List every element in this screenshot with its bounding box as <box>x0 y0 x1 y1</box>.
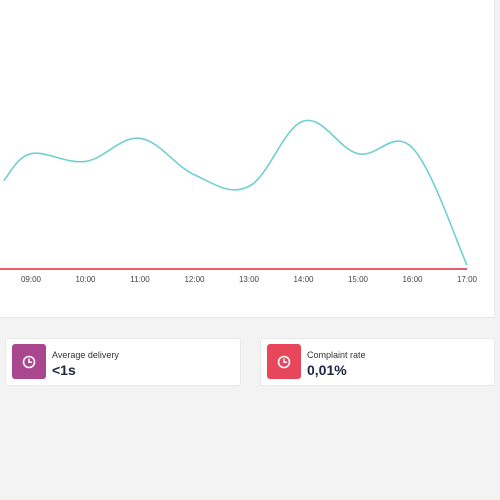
x-tick-label: 12:00 <box>184 275 205 284</box>
complaint-rate-label: Complaint rate <box>307 350 366 360</box>
x-tick-label: 16:00 <box>402 275 423 284</box>
average-delivery-label: Average delivery <box>52 350 119 360</box>
line-chart: 09:00 10:00 11:00 12:00 13:00 14:00 15:00 16:00… <box>0 119 478 284</box>
series-line-primary <box>3 119 468 266</box>
x-tick-label: 13:00 <box>239 275 260 284</box>
x-tick-label: 15:00 <box>348 275 369 284</box>
clock-icon <box>267 344 301 379</box>
complaint-rate-value: 0,01% <box>307 362 347 378</box>
average-delivery-value: <1s <box>52 362 76 378</box>
x-tick-label: 14:00 <box>293 275 314 284</box>
complaint-rate-card: Complaint rate 0,01% <box>260 338 495 386</box>
x-tick-label: 10:00 <box>75 275 96 284</box>
x-tick-label: 17:00 <box>457 275 478 284</box>
average-delivery-card: Average delivery <1s <box>5 338 241 386</box>
x-tick-label: 09:00 <box>21 275 42 284</box>
chart-panel: 09:00 10:00 11:00 12:00 13:00 14:00 15:00 16:00… <box>0 0 495 318</box>
clock-icon <box>12 344 46 379</box>
x-tick-label: 11:00 <box>130 275 150 284</box>
